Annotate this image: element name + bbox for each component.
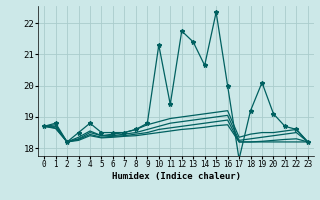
X-axis label: Humidex (Indice chaleur): Humidex (Indice chaleur) xyxy=(111,172,241,181)
